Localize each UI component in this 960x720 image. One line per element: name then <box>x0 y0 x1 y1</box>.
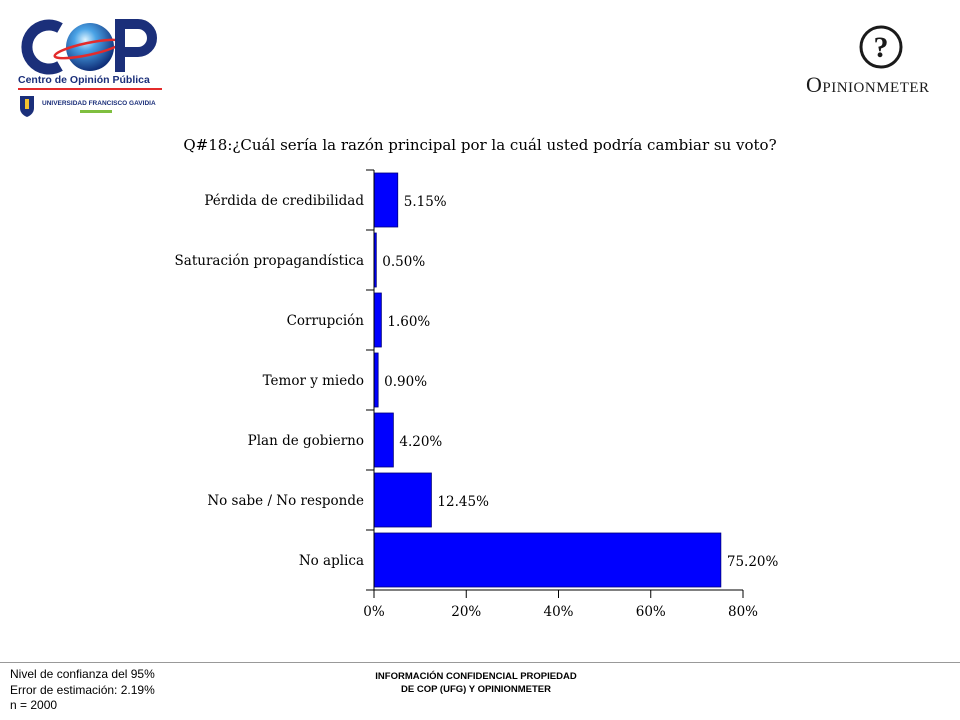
bar <box>374 472 432 528</box>
category-label: Temor y miedo <box>263 373 364 389</box>
confidentiality-notice: INFORMACIÓN CONFIDENCIAL PROPIEDAD DE CO… <box>360 670 592 696</box>
opinionmeter-name: Opinionmeter <box>806 72 930 97</box>
value-label: 4.20% <box>399 434 442 450</box>
sample-size: n = 2000 <box>10 698 58 712</box>
category-label: No sabe / No responde <box>207 493 364 509</box>
confidence-level: Nivel de confianza del 95% <box>10 667 155 681</box>
x-tick-label: 60% <box>636 604 666 620</box>
ufg-name: UNIVERSIDAD FRANCISCO GAVIDIA <box>42 100 156 107</box>
cop-logo-mark <box>21 19 157 75</box>
cop-subtitle: Centro de Opinión Pública <box>18 74 150 86</box>
bar <box>374 412 394 468</box>
category-label: Corrupción <box>287 313 365 329</box>
bar <box>374 532 722 588</box>
value-label: 1.60% <box>387 314 430 330</box>
ufg-crest-icon <box>20 96 34 117</box>
bar <box>374 232 377 288</box>
cop-underline <box>18 88 162 90</box>
value-label: 0.90% <box>384 374 427 390</box>
value-label: 5.15% <box>404 194 447 210</box>
om-mark-glyph: ? <box>874 31 889 64</box>
x-tick-label: 40% <box>543 604 573 620</box>
footer-divider <box>0 662 960 663</box>
estimation-error: Error de estimación: 2.19% <box>10 682 155 697</box>
x-tick-label: 0% <box>363 604 385 620</box>
x-tick-label: 20% <box>451 604 481 620</box>
value-label: 75.20% <box>727 554 779 570</box>
bar-chart: Pérdida de credibilidad 5.15% Saturación p… <box>175 169 779 620</box>
category-label: Saturación propagandística <box>175 253 364 269</box>
bar <box>374 172 399 228</box>
ufg-underline <box>80 110 112 113</box>
footer-stats: Nivel de confianza del 95% Error de esti… <box>10 667 155 714</box>
question-mark-icon: ? <box>859 25 903 69</box>
value-label: 0.50% <box>382 254 425 270</box>
confidentiality-line-1: INFORMACIÓN CONFIDENCIAL PROPIEDAD <box>375 671 577 682</box>
bar <box>374 292 382 348</box>
category-label: No aplica <box>299 553 364 569</box>
chart-title: Q#18:¿Cuál sería la razón principal por … <box>183 136 777 154</box>
cop-logo: Centro de Opinión Pública UNIVERSIDAD FR… <box>14 12 164 124</box>
x-tick-label: 80% <box>728 604 758 620</box>
confidentiality-line-2: DE COP (UFG) Y OPINIONMETER <box>401 684 551 695</box>
value-label: 12.45% <box>437 494 489 510</box>
category-label: Plan de gobierno <box>248 433 364 449</box>
opinionmeter-logo: ? Opinionmeter <box>800 20 960 100</box>
bar <box>374 352 379 408</box>
category-label: Pérdida de credibilidad <box>204 193 364 209</box>
